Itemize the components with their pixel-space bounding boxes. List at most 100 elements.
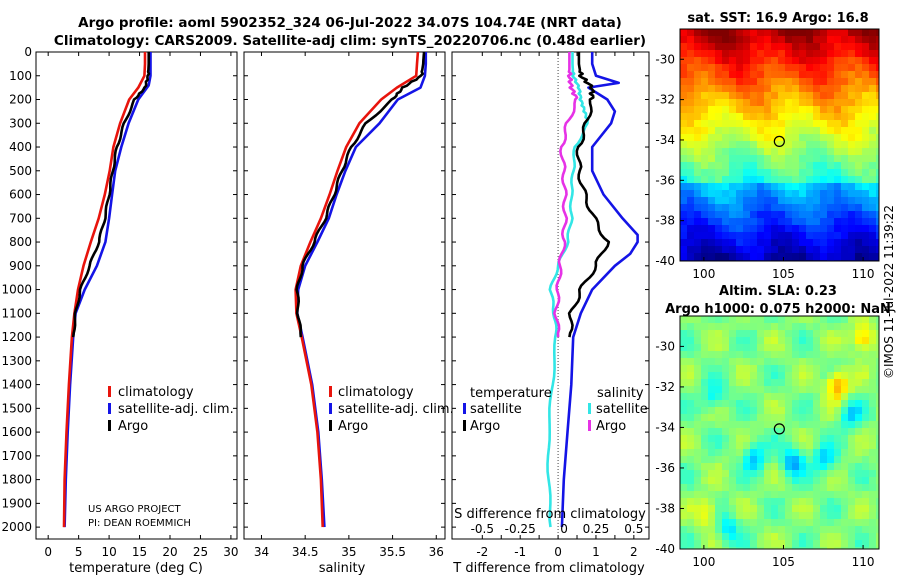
map-cell [841, 253, 849, 261]
map-cell [813, 379, 821, 387]
map-cell [869, 491, 877, 499]
legend-label: satellite [596, 402, 648, 417]
map-cell [799, 190, 807, 198]
map-cell [687, 498, 695, 506]
map-cell [806, 239, 814, 247]
map-cell [715, 71, 723, 79]
map-cell [701, 148, 709, 156]
map-cell [722, 85, 730, 93]
map-cell [743, 316, 751, 324]
map-cell [701, 414, 709, 422]
map-cell [792, 253, 800, 261]
map-cell [813, 428, 821, 436]
map-cell [694, 176, 702, 184]
map-cell [757, 449, 765, 457]
map-cell [785, 505, 793, 513]
map-cell [792, 141, 800, 149]
map-cell [792, 442, 800, 450]
map-cell [722, 526, 730, 534]
map-cell [701, 183, 709, 191]
map-cell [750, 239, 758, 247]
map-cell [806, 120, 814, 128]
map-cell [701, 50, 709, 58]
map-cell [813, 449, 821, 457]
map-cell [694, 141, 702, 149]
map-cell [694, 211, 702, 219]
map-cell [750, 197, 758, 205]
map-cell [680, 29, 688, 37]
map-cell [736, 540, 744, 548]
map-cell [722, 127, 730, 135]
map-cell [771, 505, 779, 513]
map-cell [820, 120, 828, 128]
map-cell [827, 379, 835, 387]
map-cell [785, 85, 793, 93]
map-cell [708, 477, 716, 485]
map-cell [729, 141, 737, 149]
map-cell [708, 204, 716, 212]
legend-title-salinity: salinity [597, 386, 644, 401]
map-cell [771, 253, 779, 261]
map-cell [743, 204, 751, 212]
map-cell [736, 463, 744, 471]
map-cell [792, 414, 800, 422]
map-cell [680, 85, 688, 93]
map-cell [771, 358, 779, 366]
map-cell [792, 36, 800, 44]
map-cell [680, 393, 688, 401]
map-cell [694, 316, 702, 324]
map-cell [855, 428, 863, 436]
map-cell [757, 43, 765, 51]
map-cell [813, 526, 821, 534]
map-cell [694, 330, 702, 338]
map-cell [722, 176, 730, 184]
map-cell [750, 190, 758, 198]
map-cell [694, 470, 702, 478]
map-cell [792, 435, 800, 443]
map-cell [876, 421, 879, 429]
map-cell [708, 421, 716, 429]
map-cell [799, 386, 807, 394]
map-cell [820, 470, 828, 478]
x-tick-label: 34 [254, 545, 269, 559]
map-cell [729, 148, 737, 156]
map-cell [736, 211, 744, 219]
map-cell [680, 470, 688, 478]
map-cell [764, 484, 772, 492]
map-cell [841, 526, 849, 534]
map-cell [792, 197, 800, 205]
legend-swatch-satellite [329, 403, 332, 414]
map-cell [729, 155, 737, 163]
map-cell [813, 176, 821, 184]
map-cell [799, 379, 807, 387]
map-cell [757, 36, 765, 44]
map-cell [869, 358, 877, 366]
map-cell [722, 358, 730, 366]
map-cell [764, 330, 772, 338]
map-cell [855, 120, 863, 128]
map-cell [729, 491, 737, 499]
map-cell [862, 29, 870, 37]
map-cell [806, 57, 814, 65]
x-tick-label-S: 0.25 [583, 522, 610, 536]
map-cell [757, 414, 765, 422]
map-cell [743, 190, 751, 198]
map-cell [743, 330, 751, 338]
map-cell [799, 414, 807, 422]
map-cell [743, 435, 751, 443]
map-cell [701, 421, 709, 429]
map-cell [792, 323, 800, 331]
map-cell [792, 134, 800, 142]
map-cell [736, 526, 744, 534]
map-cell [841, 225, 849, 233]
map-cell [722, 484, 730, 492]
map-cell [757, 316, 765, 324]
map-cell [820, 29, 828, 37]
legend-swatch-t-argo [463, 420, 466, 431]
map-cell [848, 106, 856, 114]
map-cell [834, 99, 842, 107]
map-cell [799, 50, 807, 58]
map-cell [820, 190, 828, 198]
map-cell [778, 526, 786, 534]
map-cell [694, 225, 702, 233]
